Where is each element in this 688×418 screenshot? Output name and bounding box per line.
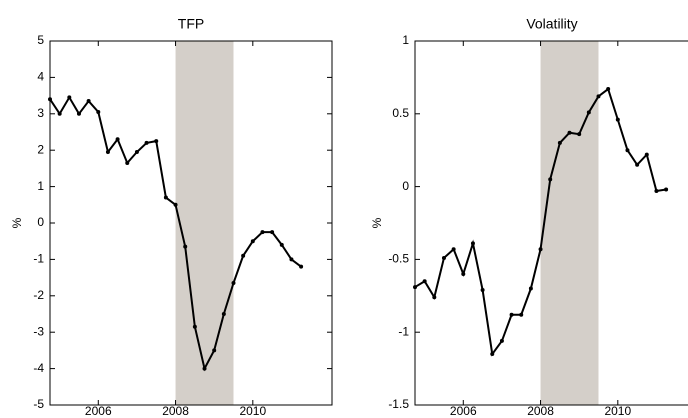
point (635, 162, 640, 167)
panel: Volatility% -1.5 -1 -0.5 0 0.5 1 2006 2008 2010 (370, 16, 688, 418)
x-tick-label: 2006 (85, 404, 112, 418)
y-tick-label: 5 (37, 33, 44, 47)
point (260, 230, 265, 235)
point (96, 109, 101, 114)
point (115, 137, 120, 142)
point (221, 312, 226, 316)
chart-title: Volatility (526, 16, 577, 32)
point (48, 97, 52, 102)
point (250, 239, 255, 244)
y-tick-label: -0.5 (388, 252, 409, 266)
y-tick-label: 0 (37, 215, 44, 229)
point (173, 202, 178, 207)
point (241, 253, 246, 258)
panel: TFP% -5 -4 -3 -2 -1 0 1 2 3 4 5 2006 2008 2010 (10, 16, 333, 418)
y-tick-label: 2 (37, 142, 44, 156)
y-axis-label: % (10, 217, 24, 228)
point (596, 94, 601, 99)
point (567, 130, 572, 135)
point (441, 255, 446, 260)
point (432, 295, 437, 300)
point (144, 140, 149, 145)
point (528, 286, 533, 291)
point (279, 242, 284, 247)
point (231, 281, 236, 286)
point (212, 348, 217, 353)
y-tick-label: 3 (37, 106, 44, 120)
point (606, 87, 611, 92)
point (461, 271, 466, 276)
point (125, 160, 130, 165)
point (154, 139, 159, 144)
recession-shade (540, 41, 599, 405)
point (451, 247, 456, 252)
point (586, 110, 591, 115)
x-tick-label: 2010 (604, 404, 631, 418)
point (67, 95, 72, 100)
point (499, 338, 504, 343)
y-tick-label: 4 (37, 70, 44, 84)
point (183, 244, 188, 249)
x-tick-label: 2008 (162, 404, 189, 418)
point (490, 352, 495, 357)
point (538, 247, 543, 252)
y-tick-label: 1 (402, 33, 409, 47)
point (470, 241, 475, 246)
y-tick-label: 1 (37, 179, 44, 193)
point (86, 99, 91, 104)
y-tick-label: -5 (33, 397, 44, 411)
y-axis-label: % (370, 217, 384, 228)
point (202, 366, 207, 371)
y-tick-label: -1 (33, 252, 44, 266)
point (105, 150, 110, 155)
y-tick-label: 0.5 (392, 106, 409, 120)
point (413, 285, 417, 290)
point (134, 150, 139, 155)
y-tick-label: -3 (33, 324, 44, 338)
point (664, 187, 669, 192)
recession-shade (175, 41, 234, 405)
point (577, 132, 582, 137)
x-tick-label: 2010 (239, 404, 266, 418)
point (76, 111, 81, 116)
y-tick-label: -4 (33, 361, 44, 375)
point (654, 188, 659, 193)
point (192, 324, 197, 329)
y-tick-label: 0 (402, 179, 409, 193)
point (422, 279, 427, 284)
point (519, 312, 524, 317)
point (163, 195, 168, 200)
point (509, 312, 514, 317)
point (615, 117, 620, 122)
point (57, 111, 62, 116)
point (557, 140, 562, 145)
y-tick-label: -1 (398, 324, 409, 338)
x-tick-label: 2008 (527, 404, 554, 418)
point (548, 177, 553, 182)
point (289, 257, 294, 262)
point (480, 287, 485, 292)
plot-frame (414, 40, 688, 406)
point (644, 152, 649, 157)
y-tick-label: -1.5 (388, 397, 409, 411)
chart-title: TFP (178, 16, 204, 32)
plot-frame (49, 40, 333, 406)
x-tick-label: 2006 (450, 404, 477, 418)
point (299, 264, 304, 269)
point (270, 230, 275, 235)
point (625, 148, 630, 153)
y-tick-label: -2 (33, 288, 44, 302)
